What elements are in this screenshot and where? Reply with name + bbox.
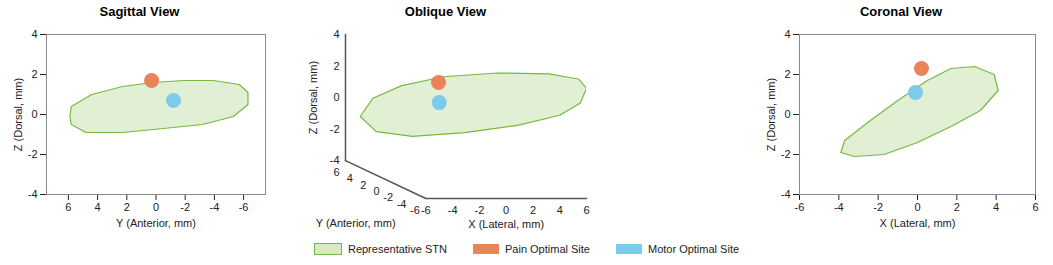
svg-text:-4: -4 — [781, 188, 791, 200]
svg-text:X (Lateral, mm): X (Lateral, mm) — [880, 217, 956, 229]
svg-text:4: 4 — [993, 201, 999, 213]
svg-text:6: 6 — [333, 166, 339, 178]
svg-text:2: 2 — [333, 60, 339, 72]
svg-text:Z (Dorsal, mm): Z (Dorsal, mm) — [765, 78, 777, 151]
svg-text:Y (Anterior, mm): Y (Anterior, mm) — [116, 217, 196, 229]
svg-text:-2: -2 — [781, 148, 791, 160]
svg-text:-2: -2 — [28, 148, 38, 160]
svg-text:4: 4 — [333, 28, 339, 40]
svg-text:-6: -6 — [795, 201, 805, 213]
svg-text:0: 0 — [914, 201, 920, 213]
svg-text:6: 6 — [583, 204, 589, 216]
svg-text:6: 6 — [65, 201, 71, 213]
svg-text:0: 0 — [31, 108, 37, 120]
svg-text:0: 0 — [374, 185, 380, 197]
html-text:Coronal View: Coronal View — [859, 4, 943, 19]
svg-text:-4: -4 — [448, 204, 458, 216]
svg-text:4: 4 — [95, 201, 101, 213]
svg-text:0: 0 — [153, 201, 159, 213]
svg-text:-2: -2 — [383, 191, 393, 203]
svg-text:6: 6 — [1032, 201, 1038, 213]
svg-text:2: 2 — [784, 68, 790, 80]
svg-text:-4: -4 — [28, 188, 38, 200]
svg-text:-4: -4 — [330, 154, 340, 166]
html-text:Pain Optimal Site: Pain Optimal Site — [505, 243, 590, 255]
svg-text:Z (Dorsal, mm): Z (Dorsal, mm) — [12, 78, 24, 151]
svg-text:4: 4 — [347, 172, 353, 184]
html-text:Oblique View: Oblique View — [404, 4, 487, 19]
svg-text:-2: -2 — [180, 201, 190, 213]
html-text:Sagittal View: Sagittal View — [99, 4, 180, 19]
svg-text:-6: -6 — [239, 201, 249, 213]
svg-text:4: 4 — [557, 204, 563, 216]
html-text:Representative STN: Representative STN — [347, 243, 447, 255]
svg-text:X (Lateral, mm): X (Lateral, mm) — [468, 218, 544, 230]
svg-text:0: 0 — [784, 108, 790, 120]
svg-text:2: 2 — [31, 68, 37, 80]
svg-text:-6: -6 — [421, 204, 431, 216]
svg-text:0: 0 — [333, 91, 339, 103]
svg-text:0: 0 — [503, 204, 509, 216]
svg-text:4: 4 — [31, 28, 37, 40]
svg-text:-2: -2 — [474, 204, 484, 216]
html-text:Motor Optimal Site: Motor Optimal Site — [648, 243, 740, 255]
svg-text:Z (Dorsal, mm): Z (Dorsal, mm) — [307, 61, 319, 134]
svg-text:-2: -2 — [330, 123, 340, 135]
svg-text:2: 2 — [530, 204, 536, 216]
svg-text:2: 2 — [360, 179, 366, 191]
svg-text:-4: -4 — [397, 198, 407, 210]
svg-text:2: 2 — [124, 201, 130, 213]
svg-text:-6: -6 — [410, 204, 420, 216]
svg-text:2: 2 — [954, 201, 960, 213]
svg-text:Y (Anterior, mm): Y (Anterior, mm) — [316, 217, 396, 229]
svg-text:-2: -2 — [873, 201, 883, 213]
svg-text:-4: -4 — [834, 201, 844, 213]
svg-text:-4: -4 — [210, 201, 220, 213]
svg-text:4: 4 — [784, 28, 790, 40]
